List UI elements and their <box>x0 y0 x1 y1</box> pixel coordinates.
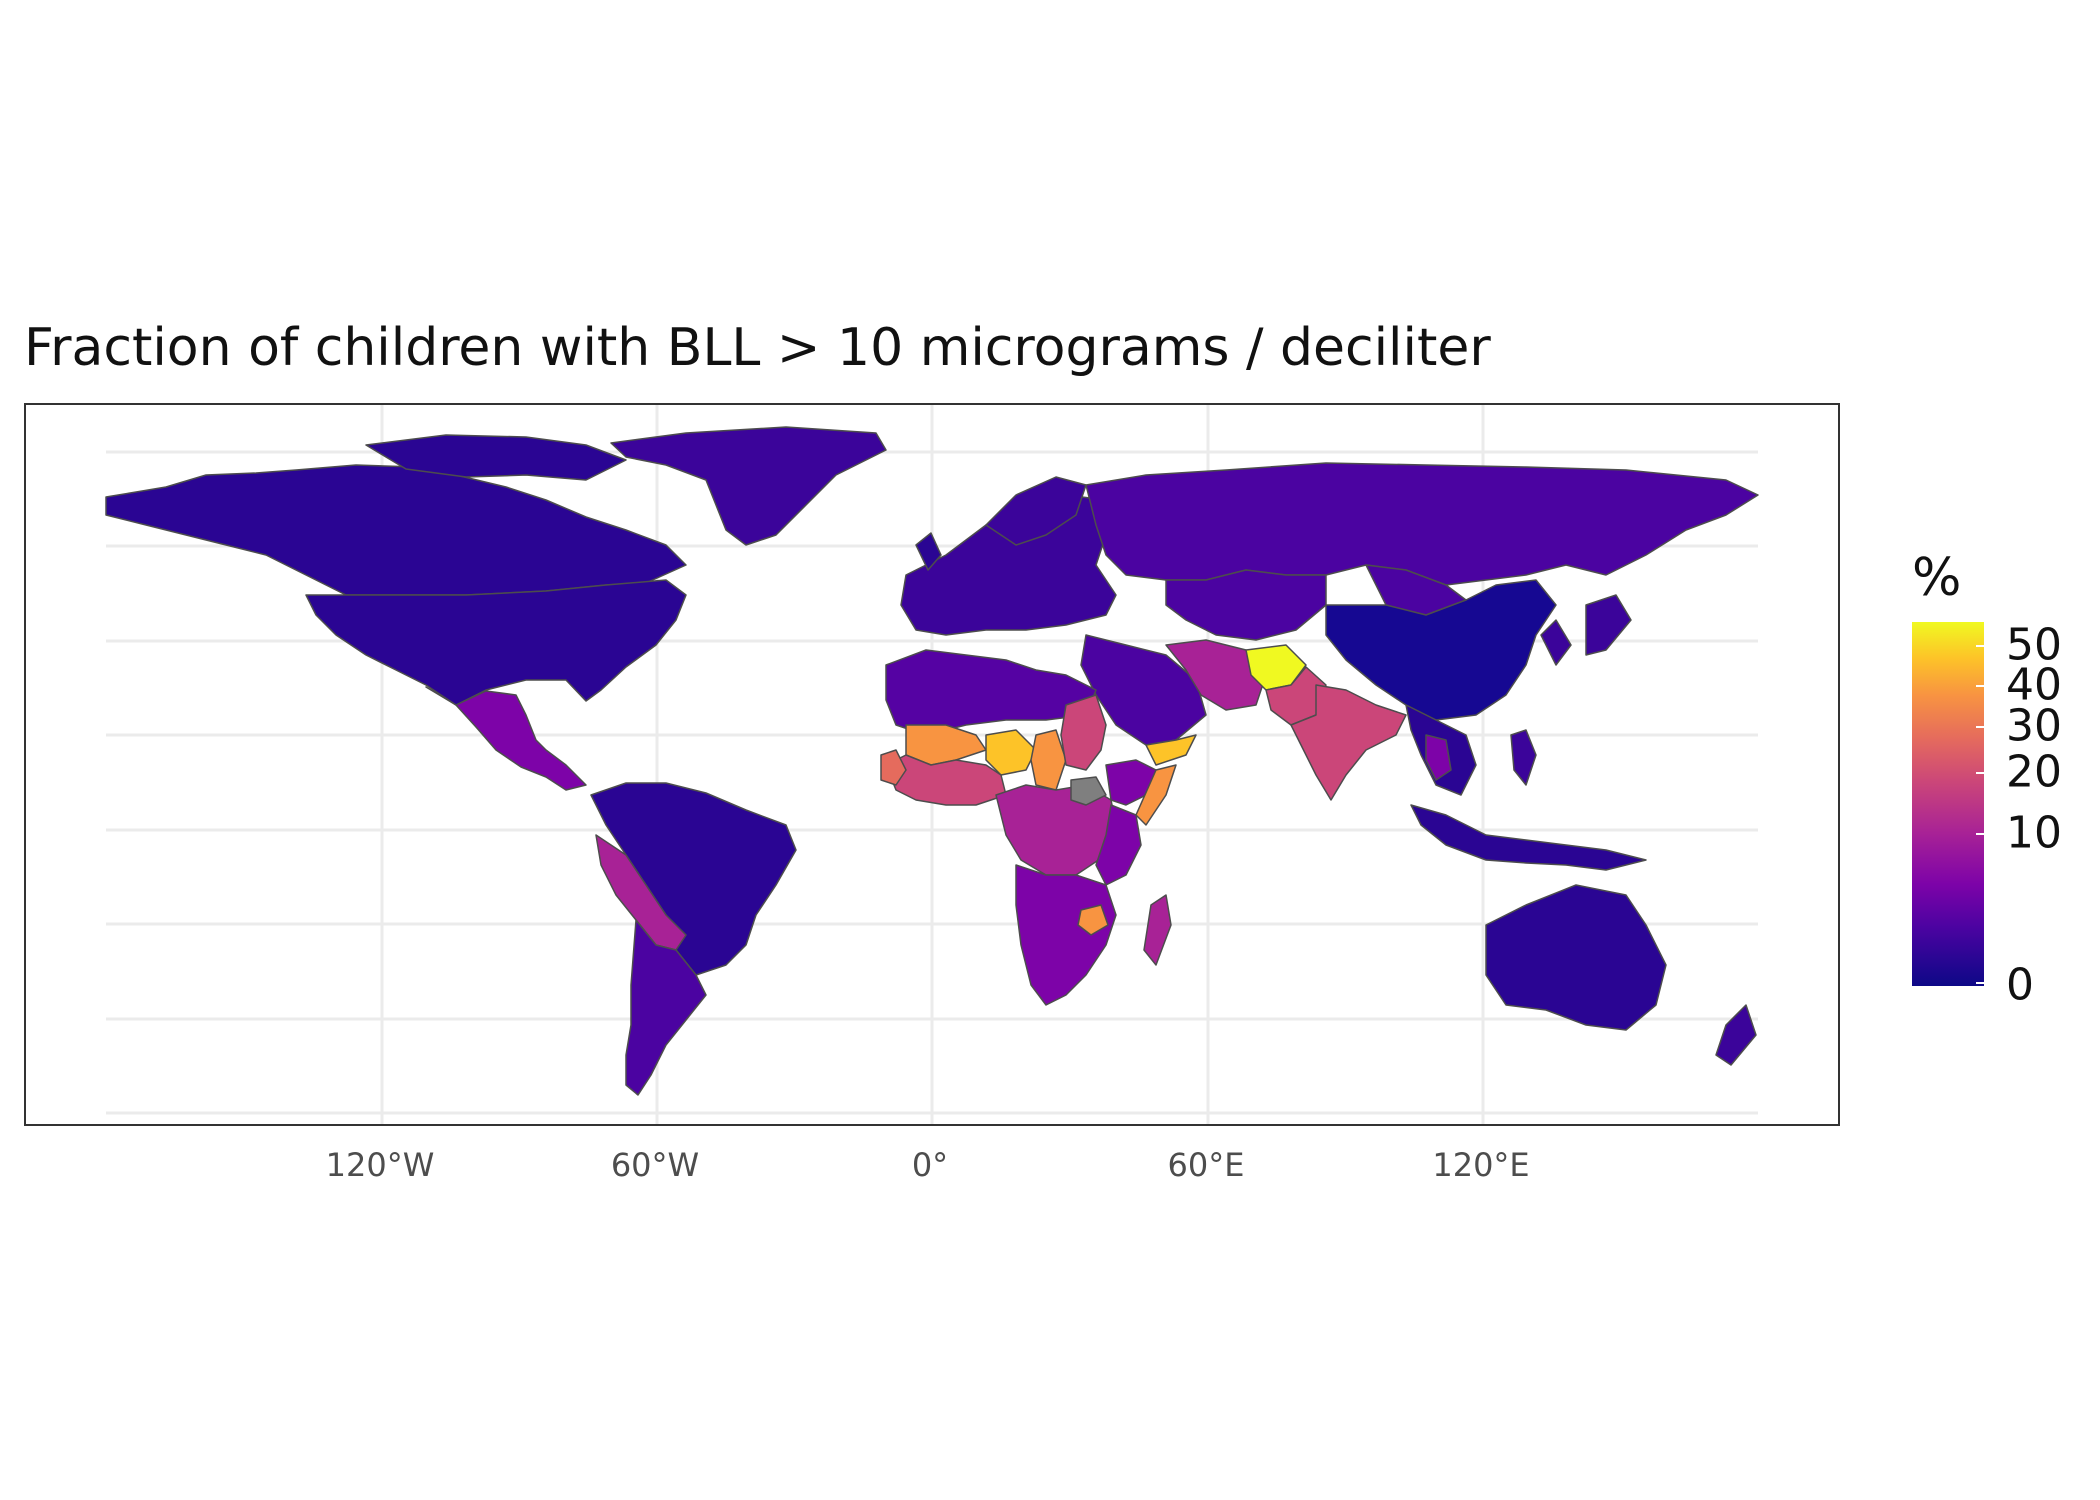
x-axis-label-0: 0° <box>911 1146 949 1184</box>
southern-africa <box>1015 864 1117 1006</box>
legend-label-0: 0 <box>2006 959 2034 1011</box>
madagascar <box>1143 894 1172 966</box>
south-sudan <box>1070 776 1107 806</box>
legend-tick-0 <box>1976 982 1986 984</box>
legend-tick-10 <box>1976 833 1986 835</box>
west-africa <box>885 754 1007 806</box>
legend-label-40: 40 <box>2006 659 2062 711</box>
legend-label-30: 30 <box>2006 700 2062 752</box>
x-axis-label-120w: 120°W <box>325 1146 435 1184</box>
australia <box>1485 884 1667 1031</box>
uk <box>915 532 942 571</box>
west-africa-coast <box>880 749 907 786</box>
iran <box>1165 639 1267 711</box>
kazakhstan-central-asia <box>1165 569 1327 641</box>
x-axis-label-60e: 60°E <box>1167 1146 1245 1184</box>
india <box>1290 684 1407 801</box>
sudan <box>1060 694 1107 771</box>
legend-tick-20 <box>1976 772 1986 774</box>
scandinavia <box>985 476 1087 546</box>
yemen <box>1145 734 1197 766</box>
legend-tick-30 <box>1976 726 1986 728</box>
korea-japan <box>1540 594 1632 666</box>
arctic-islands <box>365 434 627 481</box>
niger-chad <box>985 729 1037 776</box>
russia <box>1085 462 1759 586</box>
legend-label-10: 10 <box>2006 807 2062 859</box>
legend-title: % <box>1912 548 1962 608</box>
legend-label-20: 20 <box>2006 746 2062 798</box>
usa-region <box>305 579 687 706</box>
china <box>1325 579 1557 721</box>
mexico-central-america <box>425 686 587 791</box>
east-africa <box>1095 804 1142 886</box>
canada-region <box>105 464 687 596</box>
philippines <box>1510 729 1537 786</box>
legend-label-50: 50 <box>2006 619 2062 671</box>
somalia <box>1135 764 1177 826</box>
southern-cone <box>625 919 707 1096</box>
indonesia <box>1410 804 1647 871</box>
x-axis-label-120e: 120°E <box>1432 1146 1530 1184</box>
legend-tick-50 <box>1976 645 1986 647</box>
map-panel <box>24 403 1840 1126</box>
x-axis-label-60w: 60°W <box>610 1146 700 1184</box>
zimbabwe <box>1077 904 1109 936</box>
map-title: Fraction of children with BLL > 10 micro… <box>24 318 1491 378</box>
world-map <box>105 405 1759 1124</box>
thailand <box>1425 734 1452 781</box>
new-zealand <box>1715 1004 1757 1066</box>
chad <box>1030 729 1067 791</box>
legend-tick-40 <box>1976 685 1986 687</box>
greenland <box>610 426 887 546</box>
legend-colorbar <box>1912 622 1984 986</box>
